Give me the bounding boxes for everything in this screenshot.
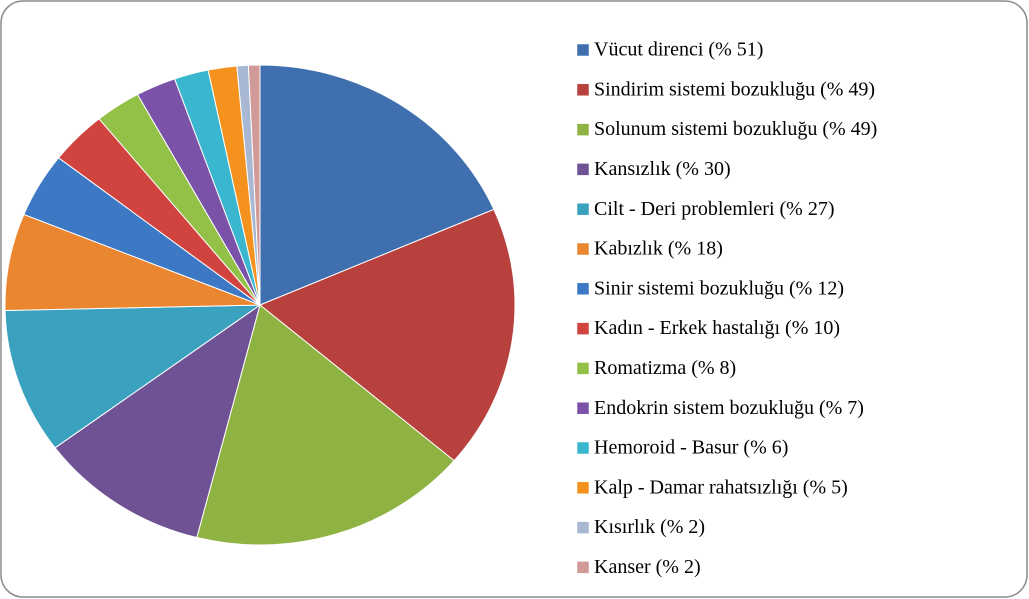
legend-marker (576, 561, 590, 574)
pie-slice (259, 64, 495, 306)
legend-marker (576, 521, 590, 534)
legend-label: Sindirim sistemi bozukluğu (% 49) (594, 78, 875, 100)
legend-label: Kansızlık (% 30) (594, 158, 731, 180)
legend-marker (576, 83, 590, 97)
legend-marker (576, 242, 590, 256)
legend-marker (576, 202, 590, 216)
legend-label: Endokrin sistem bozukluğu (% 7) (594, 397, 864, 419)
legend-label: Kabızlık (% 18) (594, 238, 723, 260)
legend-label: Romatizma (% 8) (594, 357, 736, 379)
pie-slice (54, 303, 261, 539)
legend-marker (576, 322, 590, 335)
legend-label: Kadın - Erkek hastalığı (% 10) (594, 317, 840, 339)
legend-marker (576, 401, 590, 415)
legend-label: Kanser (% 2) (594, 556, 701, 578)
legend-marker (576, 362, 590, 375)
legend-label: Vücut direnci (% 51) (594, 39, 763, 61)
pie-slice (247, 64, 261, 306)
legend-label: Hemoroid - Basur (% 6) (594, 437, 788, 459)
legend-marker (576, 441, 590, 455)
legend-label: Solunum sistemi bozukluğu (% 49) (594, 118, 877, 140)
legend-marker (576, 43, 590, 57)
pie-slice (4, 304, 262, 449)
legend-label: Kısırlık (% 2) (594, 516, 705, 538)
legend-marker (576, 481, 590, 495)
legend-marker (576, 163, 590, 176)
legend-marker (576, 123, 590, 136)
pie-slice (196, 304, 455, 546)
pie-slice (259, 208, 516, 462)
legend-label: Cilt - Deri problemleri (% 27) (594, 198, 835, 220)
legend-marker (576, 282, 590, 296)
legend-label: Kalp - Damar rahatsızlığı (% 5) (594, 476, 848, 498)
legend-label: Sinir sistemi bozukluğu (% 12) (594, 277, 844, 299)
